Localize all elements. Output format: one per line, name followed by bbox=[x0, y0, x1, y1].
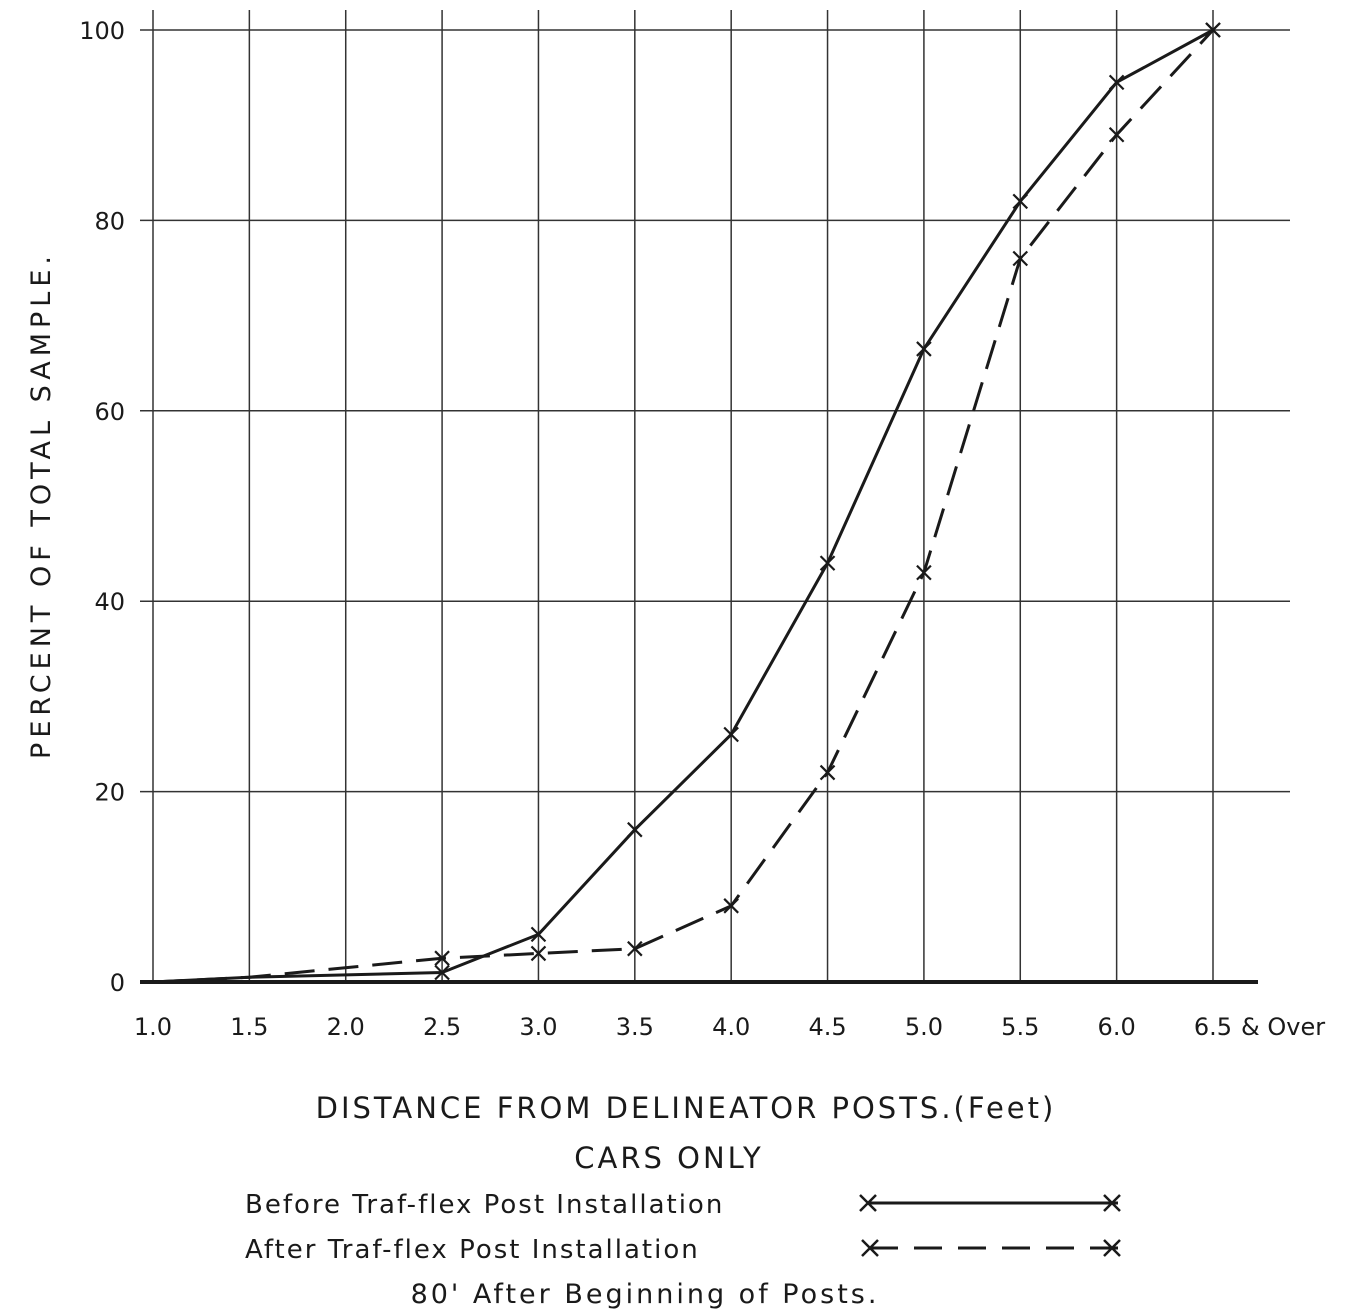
data-point-before bbox=[627, 821, 643, 838]
legend-label-after: After Traf-flex Post Installation bbox=[245, 1235, 700, 1265]
data-point-after bbox=[530, 945, 547, 962]
y-tick-label: 40 bbox=[94, 588, 125, 616]
x-tick-label: 3.5 bbox=[616, 1013, 654, 1041]
data-point-after bbox=[627, 940, 643, 957]
data-point-after bbox=[916, 564, 932, 581]
chart-caption: 80' After Beginning of Posts. bbox=[411, 1279, 880, 1310]
x-tick-label: 1.5 bbox=[230, 1013, 268, 1041]
legend: Before Traf-flex Post Installation After… bbox=[245, 1190, 1121, 1265]
x-tick-label: 5.5 bbox=[1001, 1013, 1039, 1041]
data-point-after bbox=[723, 898, 739, 914]
x-tick-label: 2.0 bbox=[327, 1013, 365, 1041]
legend-label-before: Before Traf-flex Post Installation bbox=[245, 1190, 724, 1220]
x-tick-labels: 1.0 1.5 2.0 2.5 3.0 3.5 4.0 4.5 5.0 5.5 6.0 6.5 & Ov… bbox=[134, 1013, 1325, 1041]
x-tick-label: 6.5 bbox=[1194, 1013, 1232, 1041]
data-point-after bbox=[1108, 126, 1125, 143]
data-point-before bbox=[1012, 193, 1029, 210]
series-line-before bbox=[152, 28, 1214, 984]
x-tick-suffix: & Over bbox=[1241, 1013, 1325, 1041]
x-axis-label: DISTANCE FROM DELINEATOR POSTS.(Feet) bbox=[316, 1091, 1057, 1125]
x-tick-label: 6.0 bbox=[1098, 1013, 1136, 1041]
legend-sample-after bbox=[861, 1239, 1121, 1257]
data-point-before bbox=[1108, 74, 1125, 91]
y-tick-label: 100 bbox=[79, 17, 125, 45]
x-tick-label: 3.0 bbox=[519, 1013, 557, 1041]
y-tick-label: 20 bbox=[94, 779, 125, 807]
data-point-before bbox=[723, 726, 739, 743]
grid bbox=[140, 10, 1290, 984]
y-tick-label: 60 bbox=[94, 398, 125, 426]
chart-subtitle: CARS ONLY bbox=[574, 1141, 763, 1175]
y-axis-label: PERCENT OF TOTAL SAMPLE. bbox=[26, 251, 57, 759]
data-point-before bbox=[819, 555, 836, 571]
data-point-after bbox=[819, 764, 836, 781]
x-tick-label: 2.5 bbox=[423, 1013, 461, 1041]
x-tick-label: 4.5 bbox=[808, 1013, 846, 1041]
data-point-before bbox=[916, 341, 932, 357]
series bbox=[152, 22, 1221, 984]
y-tick-label: 0 bbox=[110, 969, 125, 997]
data-point-after bbox=[1012, 250, 1029, 267]
x-tick-label: 4.0 bbox=[712, 1013, 750, 1041]
x-tick-label: 5.0 bbox=[905, 1013, 943, 1041]
legend-sample-before bbox=[859, 1194, 1121, 1212]
data-point-after bbox=[434, 950, 450, 966]
y-tick-labels: 0 20 40 60 80 100 bbox=[79, 17, 125, 997]
series-line-after bbox=[152, 28, 1215, 984]
data-point-before bbox=[530, 926, 547, 943]
y-tick-label: 80 bbox=[94, 207, 125, 235]
data-point-before bbox=[434, 964, 450, 981]
x-tick-label: 1.0 bbox=[134, 1013, 172, 1041]
data-point-after bbox=[1205, 22, 1221, 38]
